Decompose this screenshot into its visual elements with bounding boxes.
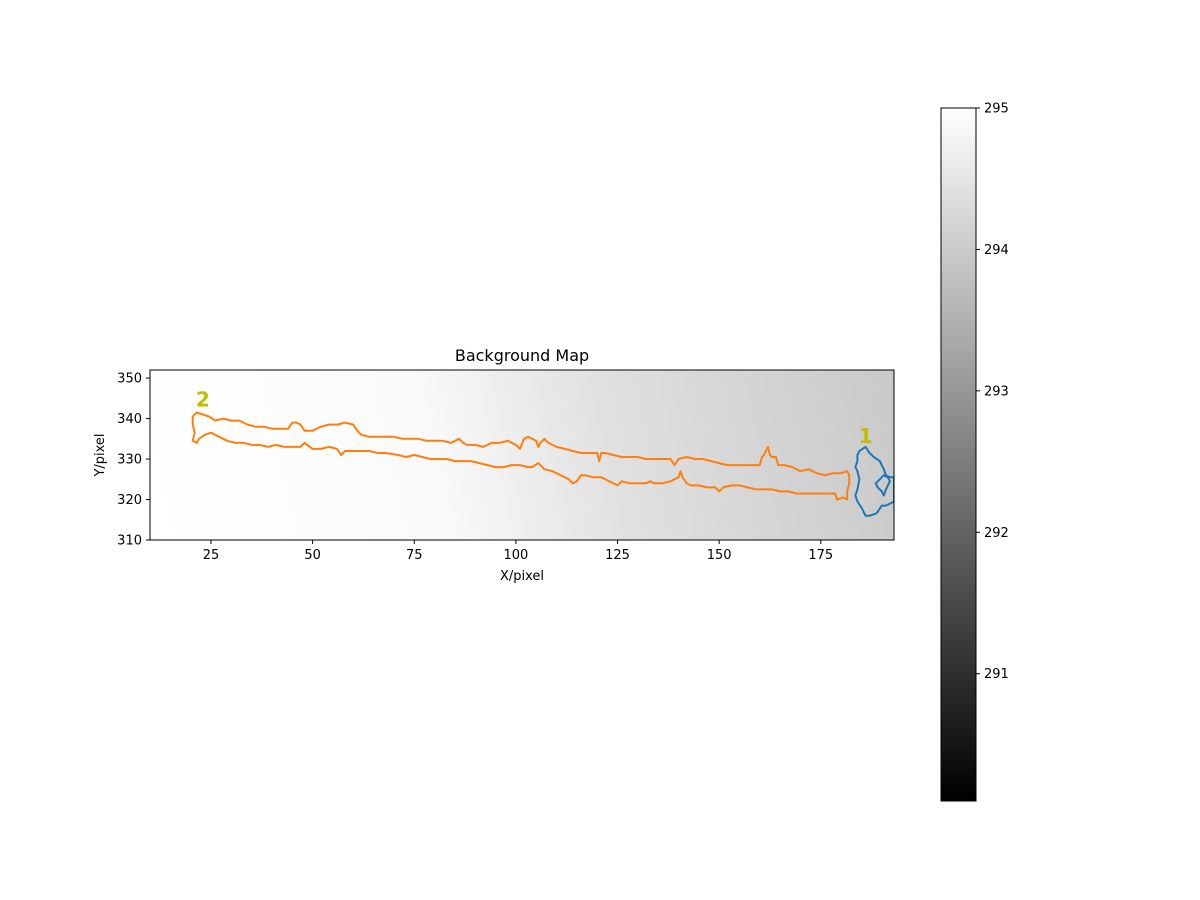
x-axis-ticks: 25 50 75 100 125 150 175 — [203, 540, 833, 563]
background-map-image — [150, 370, 894, 540]
plot-frame — [149, 369, 895, 541]
x-tick-label: 100 — [503, 548, 528, 563]
region-contour-2 — [191, 411, 851, 501]
region-labels: 12 — [196, 387, 873, 447]
y-tick-label: 340 — [117, 412, 142, 427]
colorbar-tick-label: 291 — [984, 667, 1009, 682]
chart-title: Background Map — [455, 346, 589, 365]
region-contours — [191, 411, 894, 517]
colorbar-tick-label: 293 — [984, 384, 1009, 399]
region-contour-part-1 — [874, 474, 891, 497]
region-label-1: 1 — [859, 424, 873, 448]
x-tick-label: 125 — [605, 548, 630, 563]
x-tick-label: 175 — [808, 548, 833, 563]
y-tick-label: 350 — [117, 372, 142, 387]
x-tick-label: 150 — [707, 548, 732, 563]
colorbar — [940, 107, 977, 802]
y-axis-label: Y/pixel — [93, 433, 108, 477]
x-tick-label: 75 — [406, 548, 423, 563]
colorbar-tick-label: 294 — [984, 243, 1009, 258]
colorbar-ticks: 291 292 293 294 295 — [976, 102, 1009, 682]
colorbar-tick-label: 295 — [984, 102, 1009, 117]
colorbar-tick-label: 292 — [984, 526, 1009, 541]
region-label-2: 2 — [196, 387, 210, 411]
x-tick-label: 25 — [203, 548, 220, 563]
y-axis-ticks: 310 320 330 340 350 — [117, 372, 150, 549]
x-tick-label: 50 — [304, 548, 321, 563]
y-tick-label: 330 — [117, 453, 142, 468]
y-tick-label: 310 — [117, 534, 142, 549]
x-axis-label: X/pixel — [500, 569, 544, 584]
y-tick-label: 320 — [117, 493, 142, 508]
region-contour-1 — [854, 445, 894, 517]
